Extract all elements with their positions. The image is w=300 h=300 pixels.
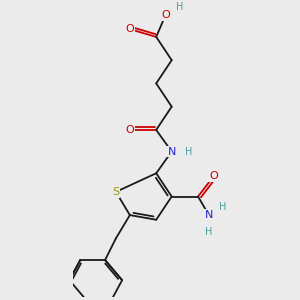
Text: O: O [125, 125, 134, 135]
Text: N: N [167, 147, 176, 157]
Text: O: O [125, 24, 134, 34]
Text: H: H [185, 147, 192, 157]
Text: S: S [112, 187, 119, 197]
Text: H: H [219, 202, 226, 212]
Text: H: H [205, 227, 213, 237]
Text: H: H [176, 2, 183, 13]
Text: O: O [161, 10, 170, 20]
Text: N: N [205, 210, 213, 220]
Text: O: O [209, 171, 218, 182]
